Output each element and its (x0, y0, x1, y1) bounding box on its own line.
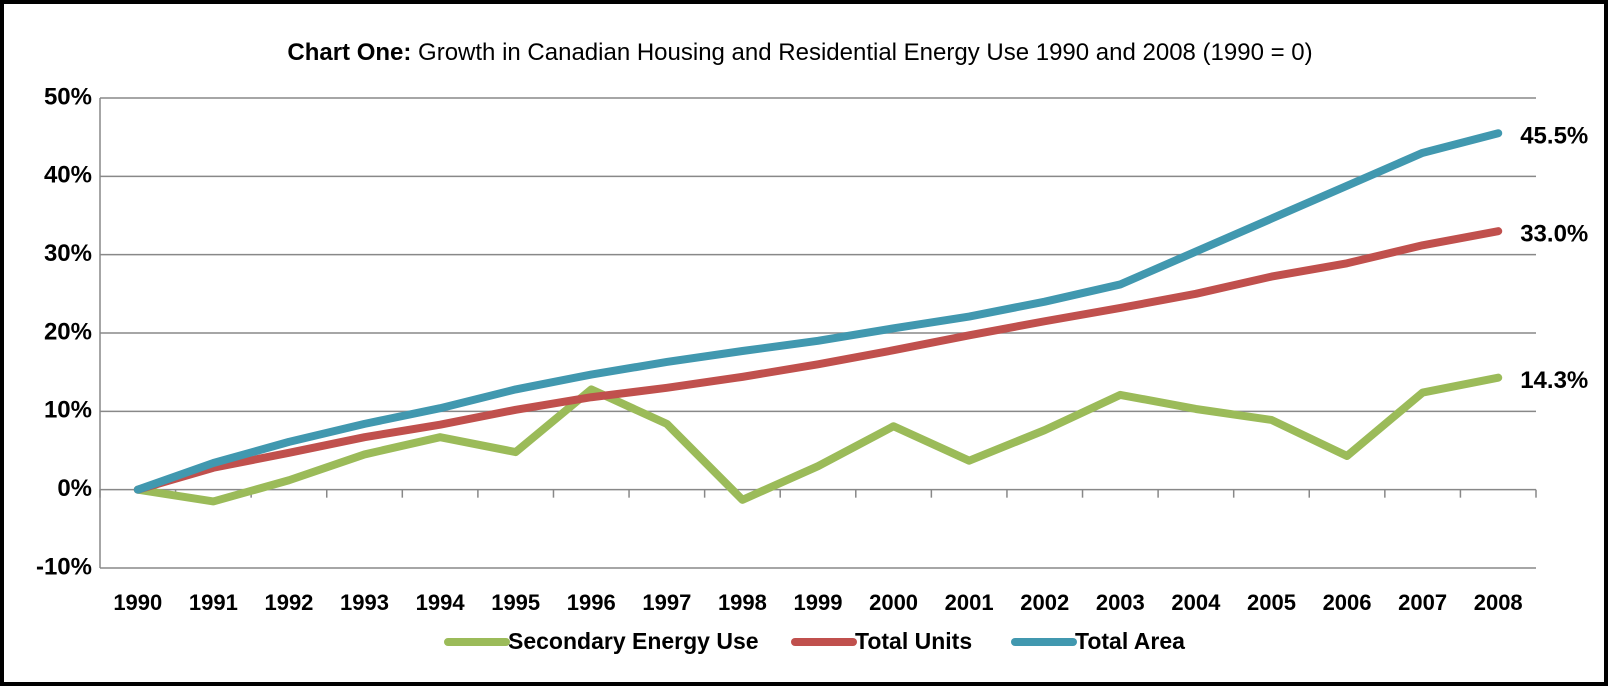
x-tick-label: 2006 (1323, 590, 1372, 615)
y-tick-label: 30% (44, 240, 92, 267)
x-tick-label: 1993 (340, 590, 389, 615)
legend-label: Total Area (1075, 628, 1185, 654)
x-tick-label: 2003 (1096, 590, 1145, 615)
x-tick-label: 2005 (1247, 590, 1296, 615)
title-text: Growth in Canadian Housing and Residenti… (418, 39, 1313, 66)
y-tick-label: -10% (36, 553, 92, 580)
x-tick-label: 1992 (264, 590, 313, 615)
x-tick-label: 1999 (794, 590, 843, 615)
y-tick-label: 50% (44, 83, 92, 110)
x-tick-label: 1995 (491, 590, 540, 615)
value-label: 33.0% (1520, 221, 1588, 248)
title-lead: Chart One: (287, 39, 411, 66)
x-tick-label: 2002 (1020, 590, 1069, 615)
series-line (133, 227, 1503, 494)
x-tick-label: 2008 (1474, 590, 1523, 615)
x-tick-label: 1997 (642, 590, 691, 615)
x-tick-label: 2004 (1171, 590, 1221, 615)
legend-label: Secondary Energy Use (508, 628, 759, 654)
chart-title: Chart One: Growth in Canadian Housing an… (287, 39, 1312, 66)
y-tick-label: 20% (44, 318, 92, 345)
x-tick-label: 2001 (945, 590, 994, 615)
series-line (133, 129, 1503, 494)
x-tick-label: 1998 (718, 590, 767, 615)
x-tick-label: 2000 (869, 590, 918, 615)
series-line (133, 373, 1503, 506)
y-tick-label: 40% (44, 162, 92, 189)
x-tick-label: 1996 (567, 590, 616, 615)
x-tick-label: 1991 (189, 590, 238, 615)
legend-label: Total Units (855, 628, 972, 654)
value-label: 45.5% (1520, 123, 1588, 150)
value-label: 14.3% (1520, 367, 1588, 394)
x-tick-label: 1990 (113, 590, 162, 615)
y-tick-label: 10% (44, 397, 92, 424)
x-tick-label: 1994 (416, 590, 466, 615)
y-tick-label: 0% (57, 475, 92, 502)
x-tick-label: 2007 (1398, 590, 1447, 615)
